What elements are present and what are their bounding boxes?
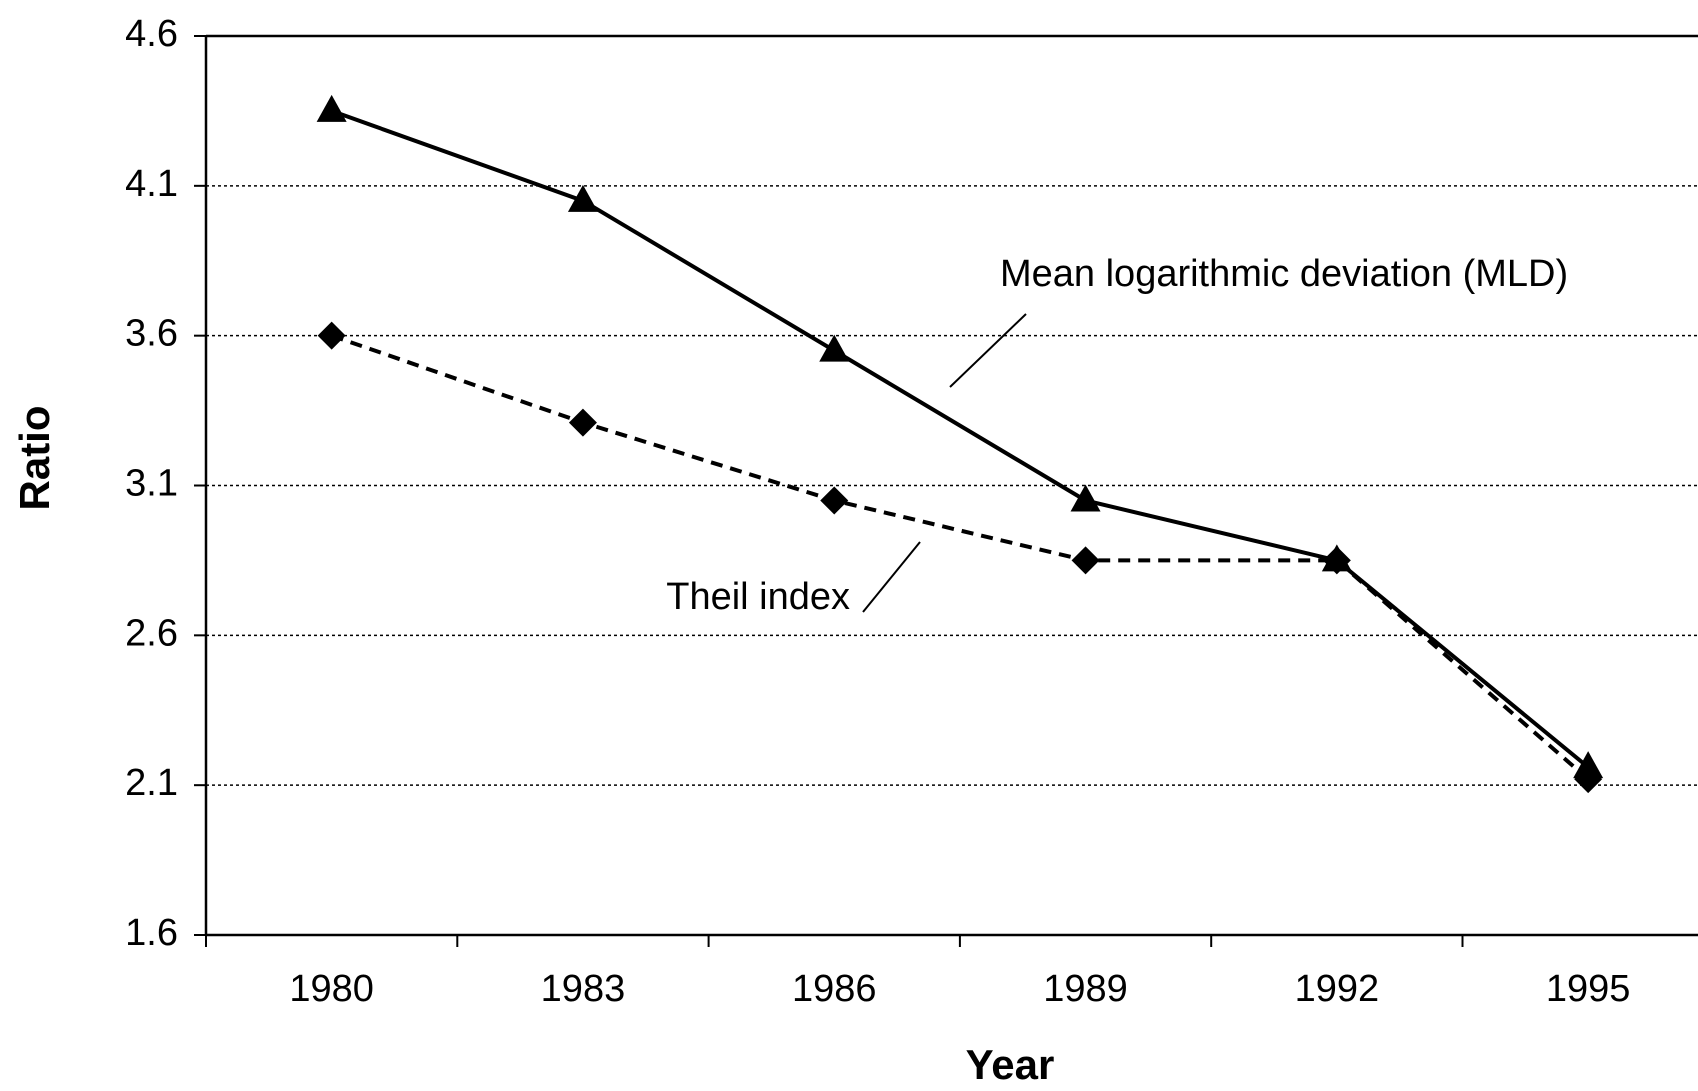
x-tick-label: 1986 [792, 968, 877, 1010]
leader-line [862, 541, 921, 613]
y-axis-title: Ratio [11, 406, 58, 511]
marker [1573, 751, 1604, 779]
series-line [330, 333, 1590, 781]
y-tick-label: 1.6 [125, 912, 178, 954]
marker [316, 94, 347, 122]
x-axis-title: Year [966, 1041, 1055, 1088]
marker [1321, 544, 1352, 572]
x-tick-label: 1995 [1546, 968, 1631, 1010]
marker [1071, 546, 1100, 575]
marker [317, 321, 346, 350]
marker [819, 334, 850, 362]
x-tick-label: 1983 [541, 968, 626, 1010]
y-tick-label: 2.6 [125, 612, 178, 654]
y-tick-label: 4.1 [125, 163, 178, 205]
y-tick-label: 4.6 [125, 13, 178, 55]
x-tick-label: 1980 [289, 968, 374, 1010]
marker [568, 408, 597, 437]
y-tick-label: 3.6 [125, 313, 178, 355]
x-tick-label: 1992 [1295, 968, 1380, 1010]
series-label: Mean logarithmic deviation (MLD) [1000, 253, 1568, 295]
marker [567, 184, 598, 212]
series-line [330, 109, 1590, 769]
series-label: Theil index [666, 576, 850, 618]
y-tick-label: 3.1 [125, 463, 178, 505]
marker [1070, 484, 1101, 512]
x-tick-label: 1989 [1043, 968, 1128, 1010]
y-tick-label: 2.1 [125, 762, 178, 804]
marker [820, 486, 849, 515]
leader-line [949, 313, 1027, 388]
